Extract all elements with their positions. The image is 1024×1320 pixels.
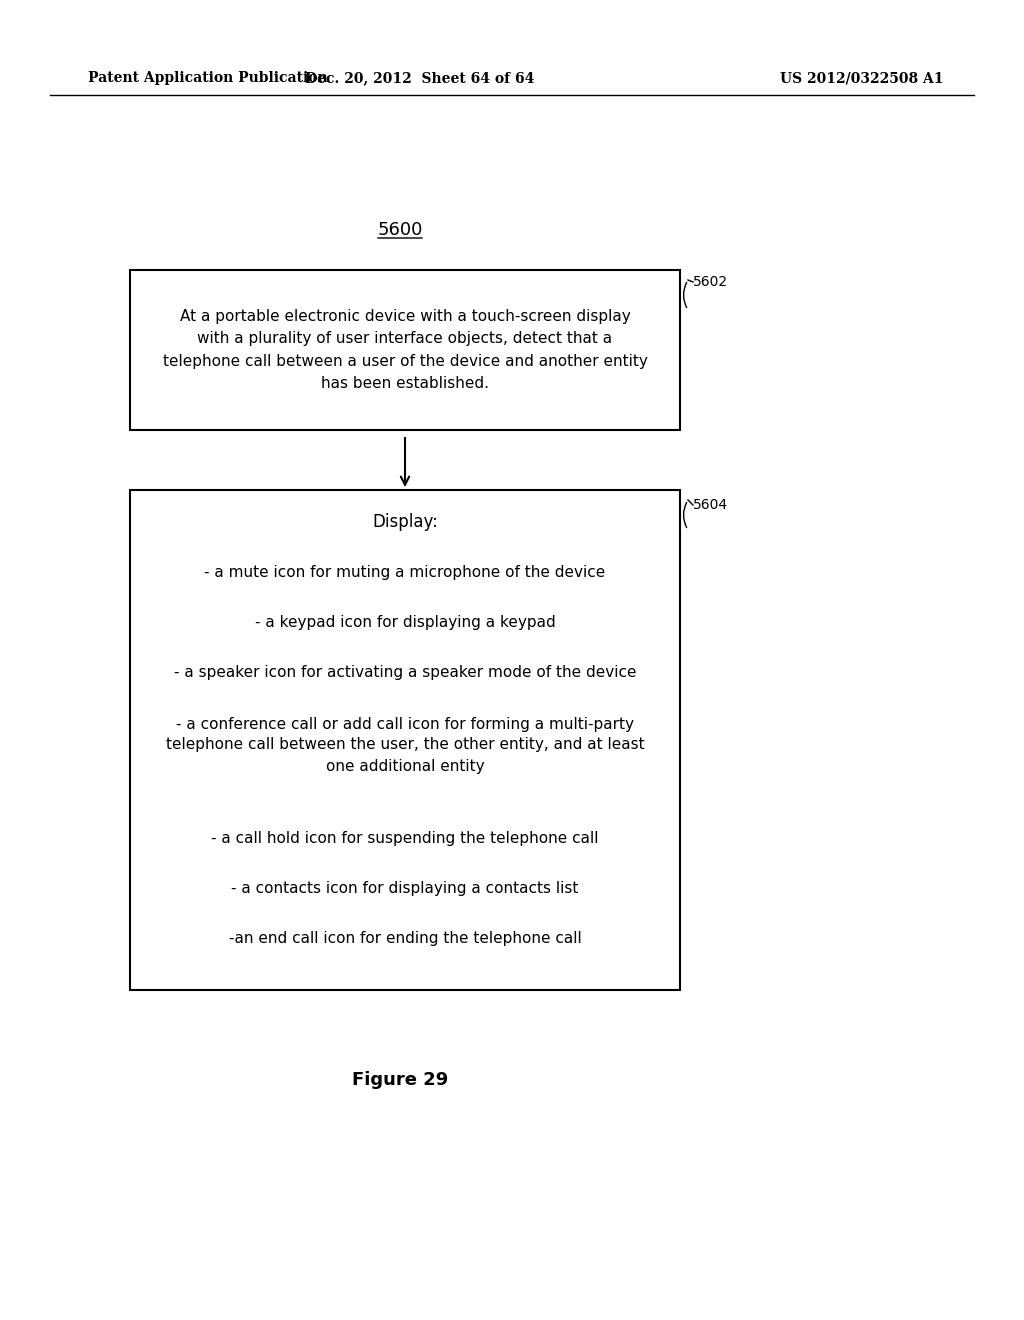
Text: - a keypad icon for displaying a keypad: - a keypad icon for displaying a keypad: [255, 615, 555, 630]
FancyBboxPatch shape: [130, 490, 680, 990]
Text: Figure 29: Figure 29: [352, 1071, 449, 1089]
Text: Dec. 20, 2012  Sheet 64 of 64: Dec. 20, 2012 Sheet 64 of 64: [305, 71, 535, 84]
Text: - a call hold icon for suspending the telephone call: - a call hold icon for suspending the te…: [211, 830, 599, 846]
FancyBboxPatch shape: [130, 271, 680, 430]
Text: At a portable electronic device with a touch-screen display
with a plurality of : At a portable electronic device with a t…: [163, 309, 647, 391]
Text: - a conference call or add call icon for forming a multi-party
telephone call be: - a conference call or add call icon for…: [166, 717, 644, 774]
Text: - a speaker icon for activating a speaker mode of the device: - a speaker icon for activating a speake…: [174, 664, 636, 680]
Text: - a contacts icon for displaying a contacts list: - a contacts icon for displaying a conta…: [231, 880, 579, 895]
Text: -an end call icon for ending the telephone call: -an end call icon for ending the telepho…: [228, 931, 582, 945]
Text: 5600: 5600: [377, 220, 423, 239]
Text: US 2012/0322508 A1: US 2012/0322508 A1: [780, 71, 943, 84]
Text: 5602: 5602: [693, 275, 728, 289]
Text: 5604: 5604: [693, 498, 728, 512]
Text: - a mute icon for muting a microphone of the device: - a mute icon for muting a microphone of…: [205, 565, 605, 579]
Text: Patent Application Publication: Patent Application Publication: [88, 71, 328, 84]
Text: Display:: Display:: [372, 513, 438, 531]
